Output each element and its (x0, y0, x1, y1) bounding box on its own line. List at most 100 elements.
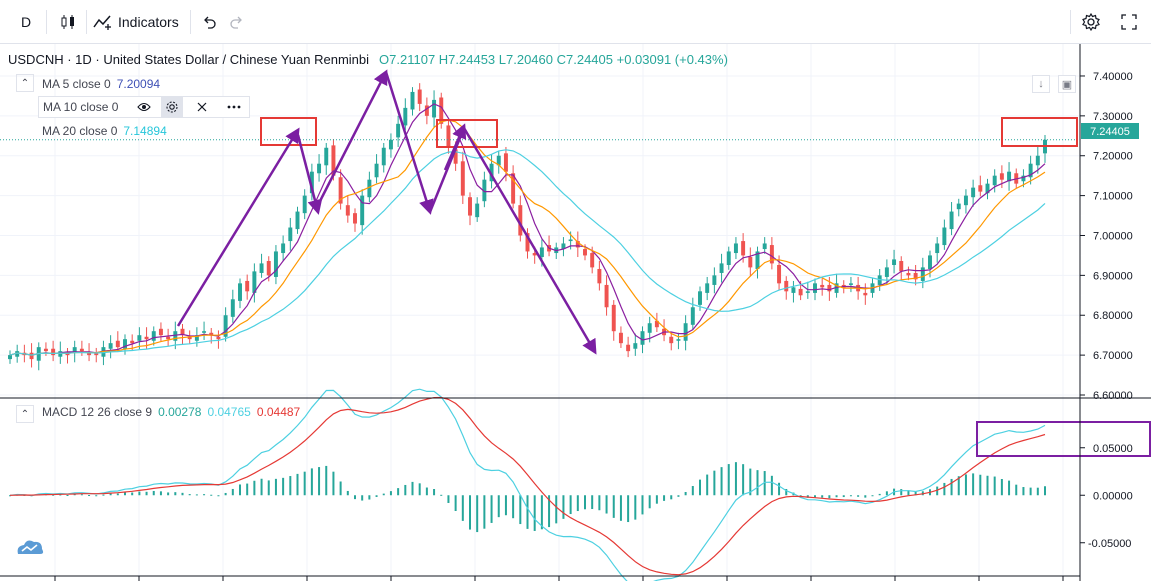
macd-collapse-button[interactable]: ⌃ (16, 405, 34, 423)
remove-indicator-button[interactable] (191, 97, 213, 117)
macd-histogram-bar (224, 492, 227, 496)
scroll-down-button[interactable]: ↓ (1032, 75, 1050, 93)
macd-legend[interactable]: MACD 12 26 close 9 0.00278 0.04765 0.044… (42, 405, 300, 419)
candle-body (575, 241, 580, 248)
macd-histogram-bar (231, 488, 234, 496)
candle-body (345, 205, 350, 216)
macd-histogram-bar (677, 495, 680, 497)
candle-body (777, 264, 782, 284)
candle-body (173, 331, 178, 341)
legend-collapse-button[interactable]: ⌃ (16, 74, 34, 92)
candle-body (626, 344, 631, 352)
macd-histogram-bar (634, 495, 637, 520)
candle-body (820, 284, 825, 288)
settings-button[interactable] (1078, 8, 1104, 36)
candle-body (827, 284, 832, 292)
macd-histogram-bar (181, 492, 184, 496)
candle-body (863, 292, 868, 296)
macd-histogram-bar (814, 495, 816, 498)
candle-body (281, 243, 286, 254)
macd-histogram-bar (842, 495, 845, 498)
macd-histogram-bar (598, 495, 601, 511)
ma5-legend[interactable]: MA 5 close 0 7.20094 (42, 74, 160, 94)
macd-histogram-bar (1044, 486, 1046, 496)
macd-histogram-bar (950, 478, 953, 496)
top-toolbar: D Indicators (0, 0, 1151, 44)
undo-button[interactable] (198, 8, 220, 36)
candle-body (137, 335, 142, 341)
moving-averages (0, 103, 1080, 356)
candle-body (654, 320, 659, 328)
macd-tick-label: 0.00000 (1093, 490, 1133, 502)
macd-histogram-bar (641, 495, 644, 515)
candle-body (417, 89, 422, 104)
indicators-button[interactable]: Indicators (92, 8, 186, 36)
macd-histogram-bar (411, 481, 414, 496)
candle-body (503, 153, 508, 172)
candle-body (985, 183, 990, 194)
maximize-pane-button[interactable]: ▣ (1058, 75, 1076, 93)
macd-histogram-bar (461, 495, 464, 521)
macd-histogram-bar (591, 495, 594, 510)
candle-body (712, 275, 717, 285)
visibility-button[interactable] (133, 97, 155, 117)
candle-body (482, 179, 487, 202)
candle-body (15, 351, 20, 357)
macd-histogram-bar (433, 489, 436, 496)
more-dots-icon (227, 105, 241, 109)
macd-histogram-bar (332, 471, 335, 496)
macd-histogram-bar (339, 481, 342, 496)
trend-arrow (443, 123, 467, 171)
macd-histogram-bar (885, 491, 888, 496)
macd-histogram-bar (66, 495, 69, 497)
more-button[interactable] (223, 97, 245, 117)
redo-icon (230, 16, 242, 29)
macd-histogram-bar (267, 480, 270, 496)
ma20-legend[interactable]: MA 20 close 0 7.14894 (42, 121, 167, 141)
macd-histogram-bar (476, 495, 479, 533)
candle-body (913, 272, 918, 280)
macd-histogram-bar (425, 487, 428, 496)
macd-histogram-bar (497, 495, 500, 518)
ma10-label[interactable]: MA 10 close 0 (43, 100, 119, 114)
candle-body (223, 315, 228, 337)
candle-body (230, 299, 235, 317)
candle-body (561, 243, 566, 250)
redo-button[interactable] (226, 8, 248, 36)
indicator-settings-button[interactable] (161, 97, 183, 117)
candle-body (949, 211, 954, 230)
interval-button[interactable]: D (20, 14, 32, 30)
price-tick-label: 7.00000 (1093, 230, 1133, 242)
macd-pane (9, 388, 1046, 581)
candle-body (475, 203, 480, 218)
indicators-icon (93, 15, 111, 30)
candle-body (935, 243, 940, 254)
candle-body (381, 147, 386, 166)
candle-body (367, 179, 372, 198)
macd-histogram-bar (727, 464, 730, 496)
gear-icon (166, 101, 178, 113)
cloud-chart-icon (17, 540, 44, 554)
fullscreen-button[interactable] (1116, 8, 1142, 36)
candle-body (144, 336, 149, 340)
indicators-label: Indicators (118, 14, 179, 30)
chart-type-button[interactable] (54, 8, 82, 36)
macd-histogram-bar (52, 494, 55, 496)
macd-histogram-bar (742, 464, 745, 496)
macd-histogram-bar (648, 495, 651, 509)
price-tick-label: 7.30000 (1093, 111, 1133, 123)
last-price-tag: 7.24405 (1081, 123, 1139, 139)
macd-label: MACD 12 26 close 9 (42, 405, 153, 419)
macd-histogram-bar (691, 486, 694, 496)
macd-histogram-bar (835, 495, 838, 498)
macd-line (9, 388, 1046, 581)
close-icon (197, 102, 207, 112)
candle-body (496, 155, 501, 166)
candle-body (633, 343, 638, 349)
macd-histogram-bar (1015, 484, 1018, 496)
gear-icon (1082, 12, 1100, 32)
candle-body (956, 203, 961, 210)
macd-histogram-bar (699, 479, 701, 496)
ma10-legend-controls: MA 10 close 0 (38, 96, 250, 118)
